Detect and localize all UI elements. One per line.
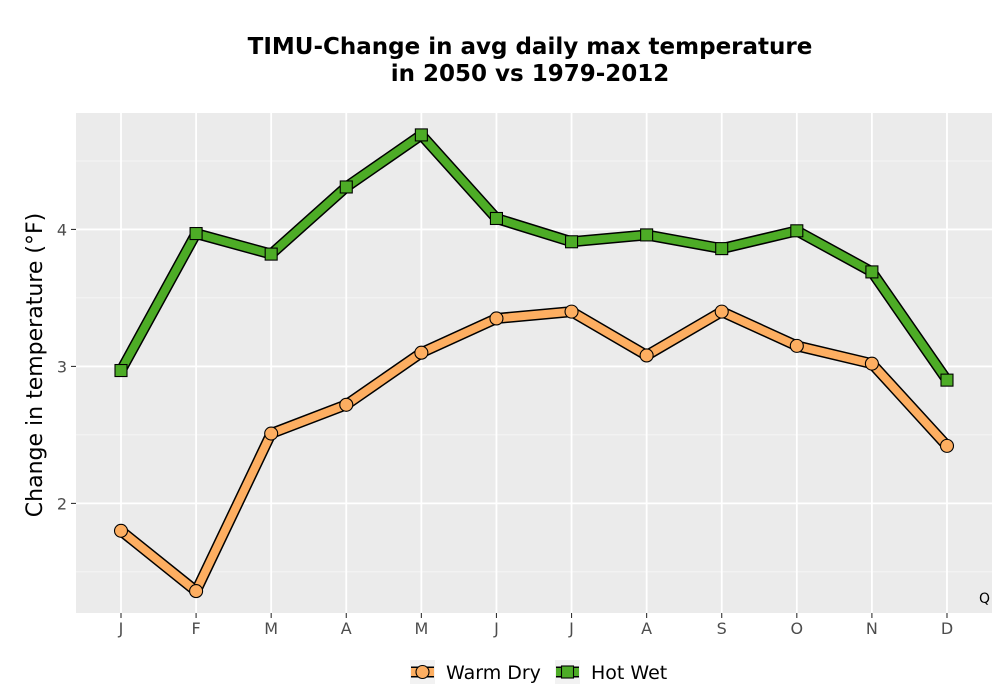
legend-label: Hot Wet: [591, 662, 667, 684]
x-tick-label: D: [941, 619, 953, 638]
x-tick-label: J: [118, 619, 124, 638]
data-point: [113, 523, 129, 538]
chart-title: TIMU-Change in avg daily max temperature…: [248, 34, 813, 87]
series-line: [117, 130, 951, 383]
y-tick-label: 4: [57, 220, 67, 239]
data-point: [339, 180, 353, 194]
data-point: [114, 363, 128, 378]
series-warm-dry: [113, 304, 955, 599]
x-tick-label: N: [866, 619, 878, 638]
y-axis: 2 3 4: [57, 220, 76, 513]
data-point: [339, 397, 354, 412]
y-axis-label: Change in temperature (°F): [23, 213, 48, 517]
x-tick-label: J: [568, 619, 574, 638]
corner-note: Q: [979, 591, 990, 607]
series-line: [118, 307, 950, 596]
x-tick-label: M: [264, 619, 278, 638]
data-point: [865, 265, 879, 279]
series-hot-wet: [114, 128, 954, 387]
legend-key-marker: [415, 664, 430, 680]
x-tick-label: A: [341, 619, 352, 638]
x-tick-label: S: [717, 619, 727, 638]
y-tick-label: 3: [57, 357, 67, 376]
data-point: [939, 438, 955, 453]
x-tick-label: O: [791, 619, 804, 638]
data-point: [264, 247, 278, 261]
x-tick-label: F: [191, 619, 200, 638]
data-point: [264, 426, 279, 441]
data-point: [790, 224, 804, 238]
legend-item-hot-wet: Hot Wet: [555, 660, 667, 684]
data-point: [189, 226, 203, 241]
x-tick-label: J: [493, 619, 499, 638]
chart-title-line-1: TIMU-Change in avg daily max temperature: [248, 34, 813, 60]
x-tick-label: M: [414, 619, 428, 638]
data-point: [564, 235, 579, 249]
data-point: [714, 304, 729, 319]
series-layer: [113, 128, 955, 599]
data-point: [489, 311, 504, 326]
data-point: [489, 211, 504, 226]
data-point: [940, 373, 954, 387]
minor-gridlines: [76, 160, 992, 573]
data-point: [639, 348, 654, 363]
data-point: [789, 338, 804, 353]
major-gridlines: [76, 113, 992, 613]
x-tick-label: A: [641, 619, 652, 638]
data-point: [189, 584, 204, 599]
chart-title-line-2: in 2050 vs 1979-2012: [391, 61, 670, 87]
legend: Warm Dry Hot Wet: [410, 660, 667, 684]
data-point: [564, 304, 579, 319]
legend-item-warm-dry: Warm Dry: [410, 660, 541, 684]
legend-label: Warm Dry: [446, 662, 541, 684]
y-tick-label: 2: [57, 494, 67, 513]
data-point: [864, 356, 879, 371]
legend-key-marker: [560, 665, 575, 679]
data-point: [715, 242, 729, 256]
data-point: [640, 228, 654, 242]
data-point: [414, 128, 428, 142]
data-point: [414, 345, 429, 360]
